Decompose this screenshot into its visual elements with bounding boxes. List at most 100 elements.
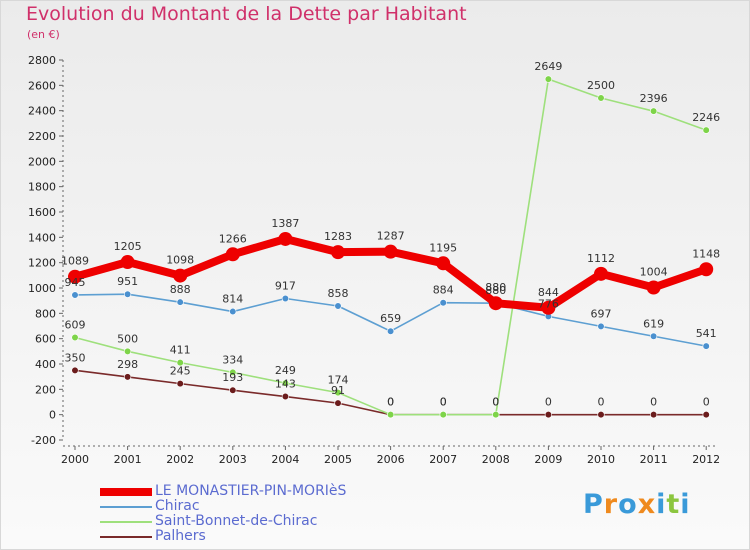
data-point <box>68 269 82 284</box>
y-tick-label: 0 <box>49 409 56 422</box>
data-label: 1283 <box>324 230 352 243</box>
data-point <box>699 262 714 277</box>
data-label: 619 <box>643 317 664 330</box>
y-tick-label: 2600 <box>28 79 56 92</box>
data-point <box>331 245 345 260</box>
logo-letter: o <box>618 489 638 520</box>
data-label: 334 <box>222 353 243 366</box>
data-point <box>281 392 290 401</box>
data-label: 2246 <box>692 111 720 124</box>
logo-letter: i <box>656 489 667 520</box>
logo-letter: r <box>603 489 619 520</box>
data-label: 1098 <box>166 254 194 267</box>
data-label: 884 <box>433 284 454 297</box>
data-point <box>123 347 132 355</box>
data-label: 844 <box>538 286 559 299</box>
data-label: 0 <box>440 396 447 409</box>
y-tick-label: 2000 <box>28 155 56 168</box>
data-point <box>597 411 605 419</box>
data-label: 2396 <box>640 92 668 105</box>
data-label: 541 <box>696 327 717 340</box>
y-tick-label: 2400 <box>28 105 56 118</box>
data-label: 0 <box>650 396 657 409</box>
x-tick-label: 2012 <box>692 453 720 466</box>
data-label: 350 <box>65 351 86 364</box>
data-point <box>334 399 342 407</box>
data-label: 2500 <box>587 79 615 92</box>
y-tick-label: 600 <box>35 333 56 346</box>
chart-axes: -200020040060080010001200140016001800200… <box>28 54 720 466</box>
data-point <box>334 389 342 397</box>
data-point <box>229 368 237 376</box>
data-label: 249 <box>275 364 296 377</box>
data-label: 1089 <box>61 255 89 268</box>
data-label: 174 <box>328 374 349 387</box>
logo-letter: P <box>583 489 604 520</box>
data-point <box>492 411 500 419</box>
legend-swatch <box>100 521 152 523</box>
legend-swatch <box>100 536 152 538</box>
logo-letter: t <box>666 489 681 520</box>
data-point <box>229 386 237 394</box>
x-tick-label: 2004 <box>271 453 299 466</box>
x-tick-label: 2001 <box>114 453 142 466</box>
legend-label: Palhers <box>155 528 206 544</box>
data-label: 0 <box>387 396 394 409</box>
data-point <box>597 322 605 330</box>
data-point <box>439 299 447 307</box>
data-point <box>383 244 398 259</box>
data-point <box>387 327 395 335</box>
data-point <box>439 411 447 419</box>
y-tick-label: 400 <box>35 358 56 371</box>
chart-unit: (en €) <box>27 28 60 41</box>
y-tick-label: 800 <box>35 307 56 320</box>
data-label: 945 <box>65 276 86 289</box>
data-point <box>123 373 132 381</box>
legend-swatch <box>100 506 152 508</box>
data-point <box>488 296 503 311</box>
data-point <box>649 411 658 419</box>
data-point <box>225 247 240 262</box>
data-label: 0 <box>440 396 447 409</box>
data-point <box>281 379 290 387</box>
x-tick-label: 2003 <box>219 453 247 466</box>
logo-letter: x <box>637 489 657 520</box>
data-point <box>646 280 661 295</box>
legend-label: LE MONASTIER-PIN-MORIèS <box>155 483 347 499</box>
logo-letter: i <box>680 489 691 520</box>
y-tick-label: -200 <box>31 434 56 447</box>
y-tick-label: 1600 <box>28 206 56 219</box>
data-label: 0 <box>492 396 499 409</box>
legend-swatch <box>100 488 152 496</box>
data-point <box>594 266 608 281</box>
data-label: 858 <box>328 287 349 300</box>
data-point <box>229 307 237 316</box>
data-label: 951 <box>117 275 138 288</box>
data-label: 0 <box>703 396 710 409</box>
data-label: 1287 <box>377 230 405 243</box>
y-tick-label: 2200 <box>28 130 56 143</box>
y-tick-label: 2800 <box>28 54 56 67</box>
data-point <box>702 126 710 134</box>
data-label: 880 <box>485 281 506 294</box>
proxiti-logo: Proxiti <box>583 489 691 520</box>
chart-title: Evolution du Montant de la Dette par Hab… <box>26 3 467 25</box>
legend-label: Saint-Bonnet-de-Chirac <box>155 513 318 529</box>
data-label: 0 <box>545 396 552 409</box>
data-point <box>71 366 79 374</box>
data-point <box>173 268 188 283</box>
data-point <box>71 291 79 299</box>
data-label: 0 <box>387 396 394 409</box>
data-label: 1387 <box>271 217 299 230</box>
data-label: 1195 <box>429 241 457 254</box>
data-label: 1205 <box>114 240 142 253</box>
data-label: 298 <box>117 358 138 371</box>
x-tick-label: 2011 <box>640 453 668 466</box>
data-label: 2649 <box>534 60 562 73</box>
data-label: 1266 <box>219 232 247 245</box>
data-label: 814 <box>222 293 243 306</box>
data-point <box>541 300 556 315</box>
data-label: 0 <box>598 396 605 409</box>
data-label: 143 <box>275 378 296 391</box>
